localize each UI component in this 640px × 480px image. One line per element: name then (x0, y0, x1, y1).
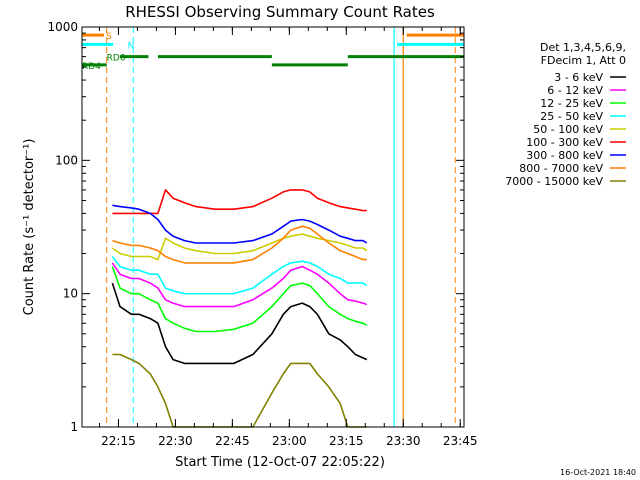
x-tick-label-6: 23:45 (443, 434, 478, 448)
series-line-2 (111, 266, 368, 333)
plot-frame (81, 26, 465, 428)
y-tick-label-2: 100 (55, 153, 78, 167)
chart-title: RHESSI Observing Summary Count Rates (125, 3, 435, 21)
series-line-5 (112, 189, 367, 215)
series-line-1 (111, 262, 368, 308)
x-tick-label-2: 22:45 (215, 434, 250, 448)
legend-entry-6: 300 - 800 keV (526, 149, 603, 162)
legend-entry-0: 3 - 6 keV (554, 71, 603, 84)
legend-entry-4: 50 - 100 keV (533, 123, 603, 136)
y-axis-label: Count Rate (s⁻¹ detector⁻¹) (22, 139, 37, 316)
legend-header-1: FDecim 1, Att 0 (541, 54, 626, 67)
x-tick-label-5: 23:30 (386, 434, 421, 448)
series-line-6 (112, 204, 368, 244)
series-line-0 (111, 282, 368, 365)
series-line-3 (111, 256, 368, 295)
legend-entry-1: 6 - 12 keV (547, 84, 603, 97)
x-tick-label-4: 23:15 (329, 434, 364, 448)
legend-entry-2: 12 - 25 keV (540, 97, 603, 110)
legend-entry-8: 7000 - 15000 keV (505, 175, 603, 188)
x-tick-label-1: 22:30 (158, 434, 193, 448)
legend-header-0: Det 1,3,4,5,6,9, (540, 41, 626, 54)
flag-label-s: S (106, 32, 112, 42)
legend-entry-3: 25 - 50 keV (540, 110, 603, 123)
x-tick-label-0: 22:15 (101, 434, 136, 448)
x-tick-label-3: 23:00 (272, 434, 307, 448)
flag-label-n: N (128, 41, 135, 51)
y-tick-label-1: 10 (63, 287, 78, 301)
flag-label-rd4: RD4 (82, 62, 101, 72)
series-line-4 (111, 233, 368, 261)
y-tick-label-3: 1000 (47, 20, 78, 34)
axes-ticks: 1 10 100 1000 22:15 22:30 22:45 23:00 23:15 23:30… (47, 20, 477, 448)
legend: Det 1,3,4,5,6,9,FDecim 1, Att 0 3 - 6 keV… (505, 41, 626, 188)
x-axis-label: Start Time (12-Oct-07 22:05:22) (175, 455, 385, 470)
series-line-8 (112, 353, 367, 428)
legend-entry-5: 100 - 300 keV (526, 136, 603, 149)
y-tick-label-0: 1 (70, 420, 78, 434)
flag-label-rd0: RD0 (107, 54, 126, 64)
series-line-7 (112, 225, 367, 264)
timestamp: 16-Oct-2021 18:40 (560, 468, 636, 477)
legend-entry-7: 800 - 7000 keV (519, 162, 603, 175)
